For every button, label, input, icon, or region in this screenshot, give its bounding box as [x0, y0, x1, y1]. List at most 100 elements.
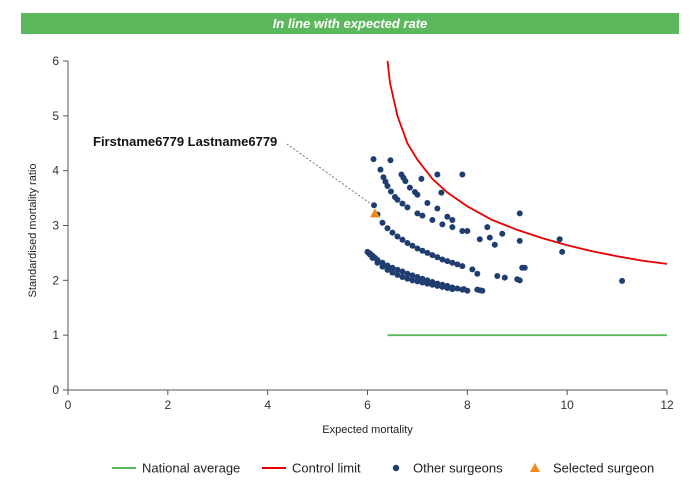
other-surgeons-point: [387, 188, 394, 195]
other-surgeons-point: [404, 275, 411, 282]
other-surgeons-point: [494, 272, 501, 279]
other-surgeons-point: [384, 225, 391, 232]
other-surgeons-point: [379, 263, 386, 270]
other-surgeons-point: [499, 230, 506, 237]
other-surgeons-point: [394, 271, 401, 278]
other-surgeons-point: [449, 224, 456, 231]
other-surgeons-point: [424, 249, 431, 256]
other-surgeons-point: [370, 156, 377, 163]
legend-national-average-label: National average: [142, 461, 240, 476]
y-tick-label: 6: [52, 54, 59, 68]
other-surgeons-point: [370, 202, 377, 209]
series-layer: [364, 60, 668, 337]
other-surgeons-point: [474, 270, 481, 277]
other-surgeons-point: [389, 264, 396, 271]
other-surgeons-point: [409, 277, 416, 284]
other-surgeons-point: [439, 221, 446, 228]
other-surgeons-point: [439, 283, 446, 290]
other-surgeons-point: [394, 196, 401, 203]
x-tick-label: 8: [464, 398, 471, 412]
other-surgeons-point: [384, 266, 391, 273]
x-tick-label: 6: [364, 398, 371, 412]
other-surgeons-point: [454, 261, 461, 268]
other-surgeons-point: [516, 210, 523, 217]
other-surgeons-point: [464, 227, 471, 234]
other-surgeons-point: [501, 274, 508, 281]
annotation-label: Firstname6779 Lastname6779: [93, 134, 277, 149]
other-surgeons-point: [399, 274, 406, 281]
other-surgeons-point: [459, 171, 466, 178]
other-surgeons-point: [438, 189, 445, 196]
other-surgeons-point: [389, 269, 396, 276]
other-surgeons-point: [434, 171, 441, 178]
other-surgeons-point: [377, 166, 384, 173]
other-surgeons-point: [619, 277, 626, 284]
other-surgeons-point: [374, 259, 381, 266]
annotation-leader-line: [286, 143, 374, 206]
other-surgeons-point: [414, 191, 421, 198]
x-tick-label: 10: [560, 398, 574, 412]
other-surgeons-point: [444, 213, 451, 220]
other-surgeons-point: [414, 278, 421, 285]
y-tick-label: 2: [52, 273, 59, 287]
other-surgeons-point: [479, 287, 486, 294]
x-tick-label: 2: [164, 398, 171, 412]
other-surgeons-point: [556, 236, 563, 243]
other-surgeons-point: [418, 175, 425, 182]
other-surgeons-point: [476, 236, 483, 243]
other-surgeons-point: [394, 266, 401, 273]
other-surgeons-point: [516, 237, 523, 244]
x-tick-label: 4: [264, 398, 271, 412]
other-surgeons-point: [379, 219, 386, 226]
y-tick-label: 4: [52, 164, 59, 178]
other-surgeons-point: [404, 240, 411, 247]
other-surgeons-point: [404, 270, 411, 277]
y-tick-label: 0: [52, 383, 59, 397]
other-surgeons-point: [419, 212, 426, 219]
x-axis-title: Expected mortality: [322, 424, 413, 436]
other-surgeons-point: [429, 281, 436, 288]
other-surgeons-point: [459, 227, 466, 234]
legend-selected-surgeon-label: Selected surgeon: [553, 461, 654, 476]
other-surgeons-point: [459, 263, 466, 270]
other-surgeons-point: [449, 259, 456, 266]
other-surgeons-point: [439, 256, 446, 263]
other-surgeons-point: [460, 286, 467, 293]
other-surgeons-point: [559, 248, 566, 255]
other-surgeons-point: [406, 184, 413, 191]
other-surgeons-point: [454, 285, 461, 292]
legend: National average Control limit Other surge…: [112, 461, 654, 476]
chart-banner: In line with expected rate: [21, 13, 679, 34]
y-tick-label: 3: [52, 219, 59, 233]
legend-other-surgeons-swatch: [392, 464, 400, 472]
control-limit-line: [386, 60, 668, 265]
other-surgeons-point: [486, 234, 493, 241]
other-surgeons-point: [409, 272, 416, 279]
other-surgeons-point: [434, 254, 441, 261]
other-surgeons-point: [449, 286, 456, 293]
other-surgeons-point: [384, 262, 391, 269]
legend-other-surgeons-label: Other surgeons: [413, 461, 503, 476]
annotation-layer: Firstname6779 Lastname6779: [93, 134, 374, 206]
other-surgeons-point: [394, 233, 401, 240]
legend-control-limit-label: Control limit: [292, 461, 361, 476]
other-surgeons-point: [429, 252, 436, 259]
other-surgeons-point: [387, 157, 394, 164]
other-surgeons-point: [434, 205, 441, 212]
y-axis-title: Standardised mortality ratio: [27, 164, 39, 298]
other-surgeons-point: [414, 274, 421, 281]
other-surgeons-point: [521, 264, 528, 271]
other-surgeons-point: [434, 282, 441, 289]
other-surgeons-point: [409, 242, 416, 249]
other-surgeons-point: [491, 241, 498, 248]
other-surgeons-point: [429, 217, 436, 224]
other-surgeons-point: [402, 178, 409, 185]
other-surgeons-point: [369, 254, 376, 261]
y-tick-label: 5: [52, 109, 59, 123]
other-surgeons-point: [384, 183, 391, 190]
other-surgeons-point: [419, 279, 426, 286]
y-tick-label: 1: [52, 328, 59, 342]
other-surgeons-point: [419, 247, 426, 254]
